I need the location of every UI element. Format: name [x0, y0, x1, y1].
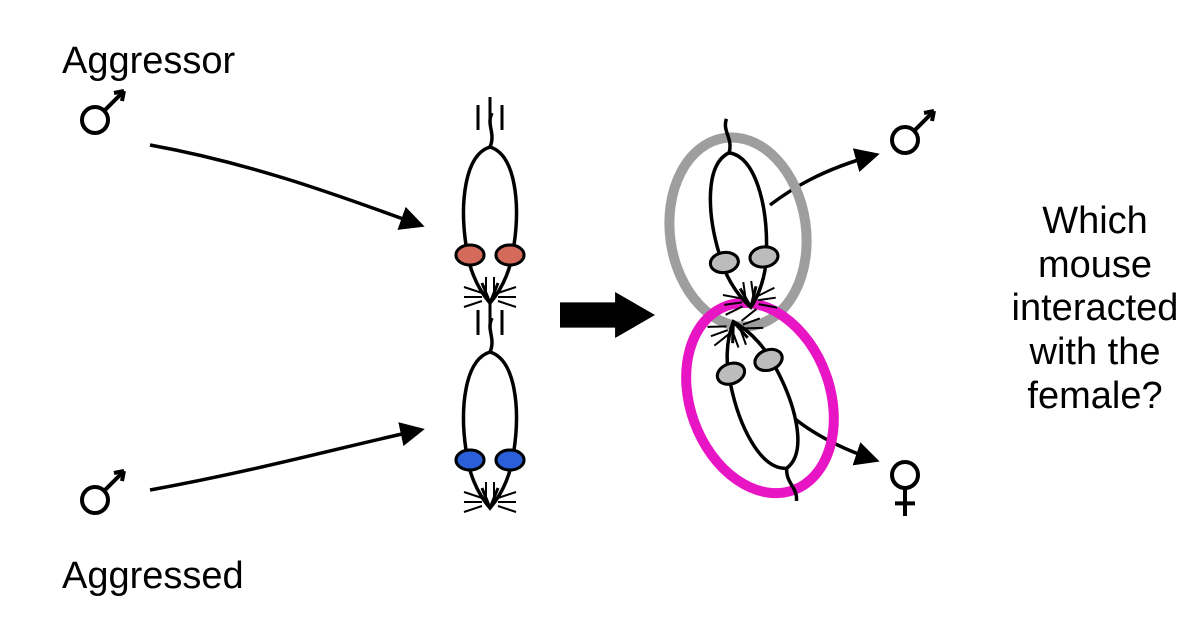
question-text: Whichmouseinteractedwith thefemale?	[1000, 200, 1190, 418]
arrow-aggressed	[150, 430, 420, 490]
big-arrow	[560, 292, 655, 338]
male-symbol	[892, 111, 934, 153]
mouse-red-ears	[456, 97, 524, 307]
male-symbol	[82, 471, 124, 513]
aggressor-label: Aggressor	[62, 40, 235, 84]
male-symbol	[82, 91, 124, 133]
arrow-aggressor	[150, 145, 420, 225]
aggressed-label: Aggressed	[62, 555, 244, 599]
female-symbol	[892, 462, 918, 516]
mouse-blue-ears	[456, 302, 524, 512]
